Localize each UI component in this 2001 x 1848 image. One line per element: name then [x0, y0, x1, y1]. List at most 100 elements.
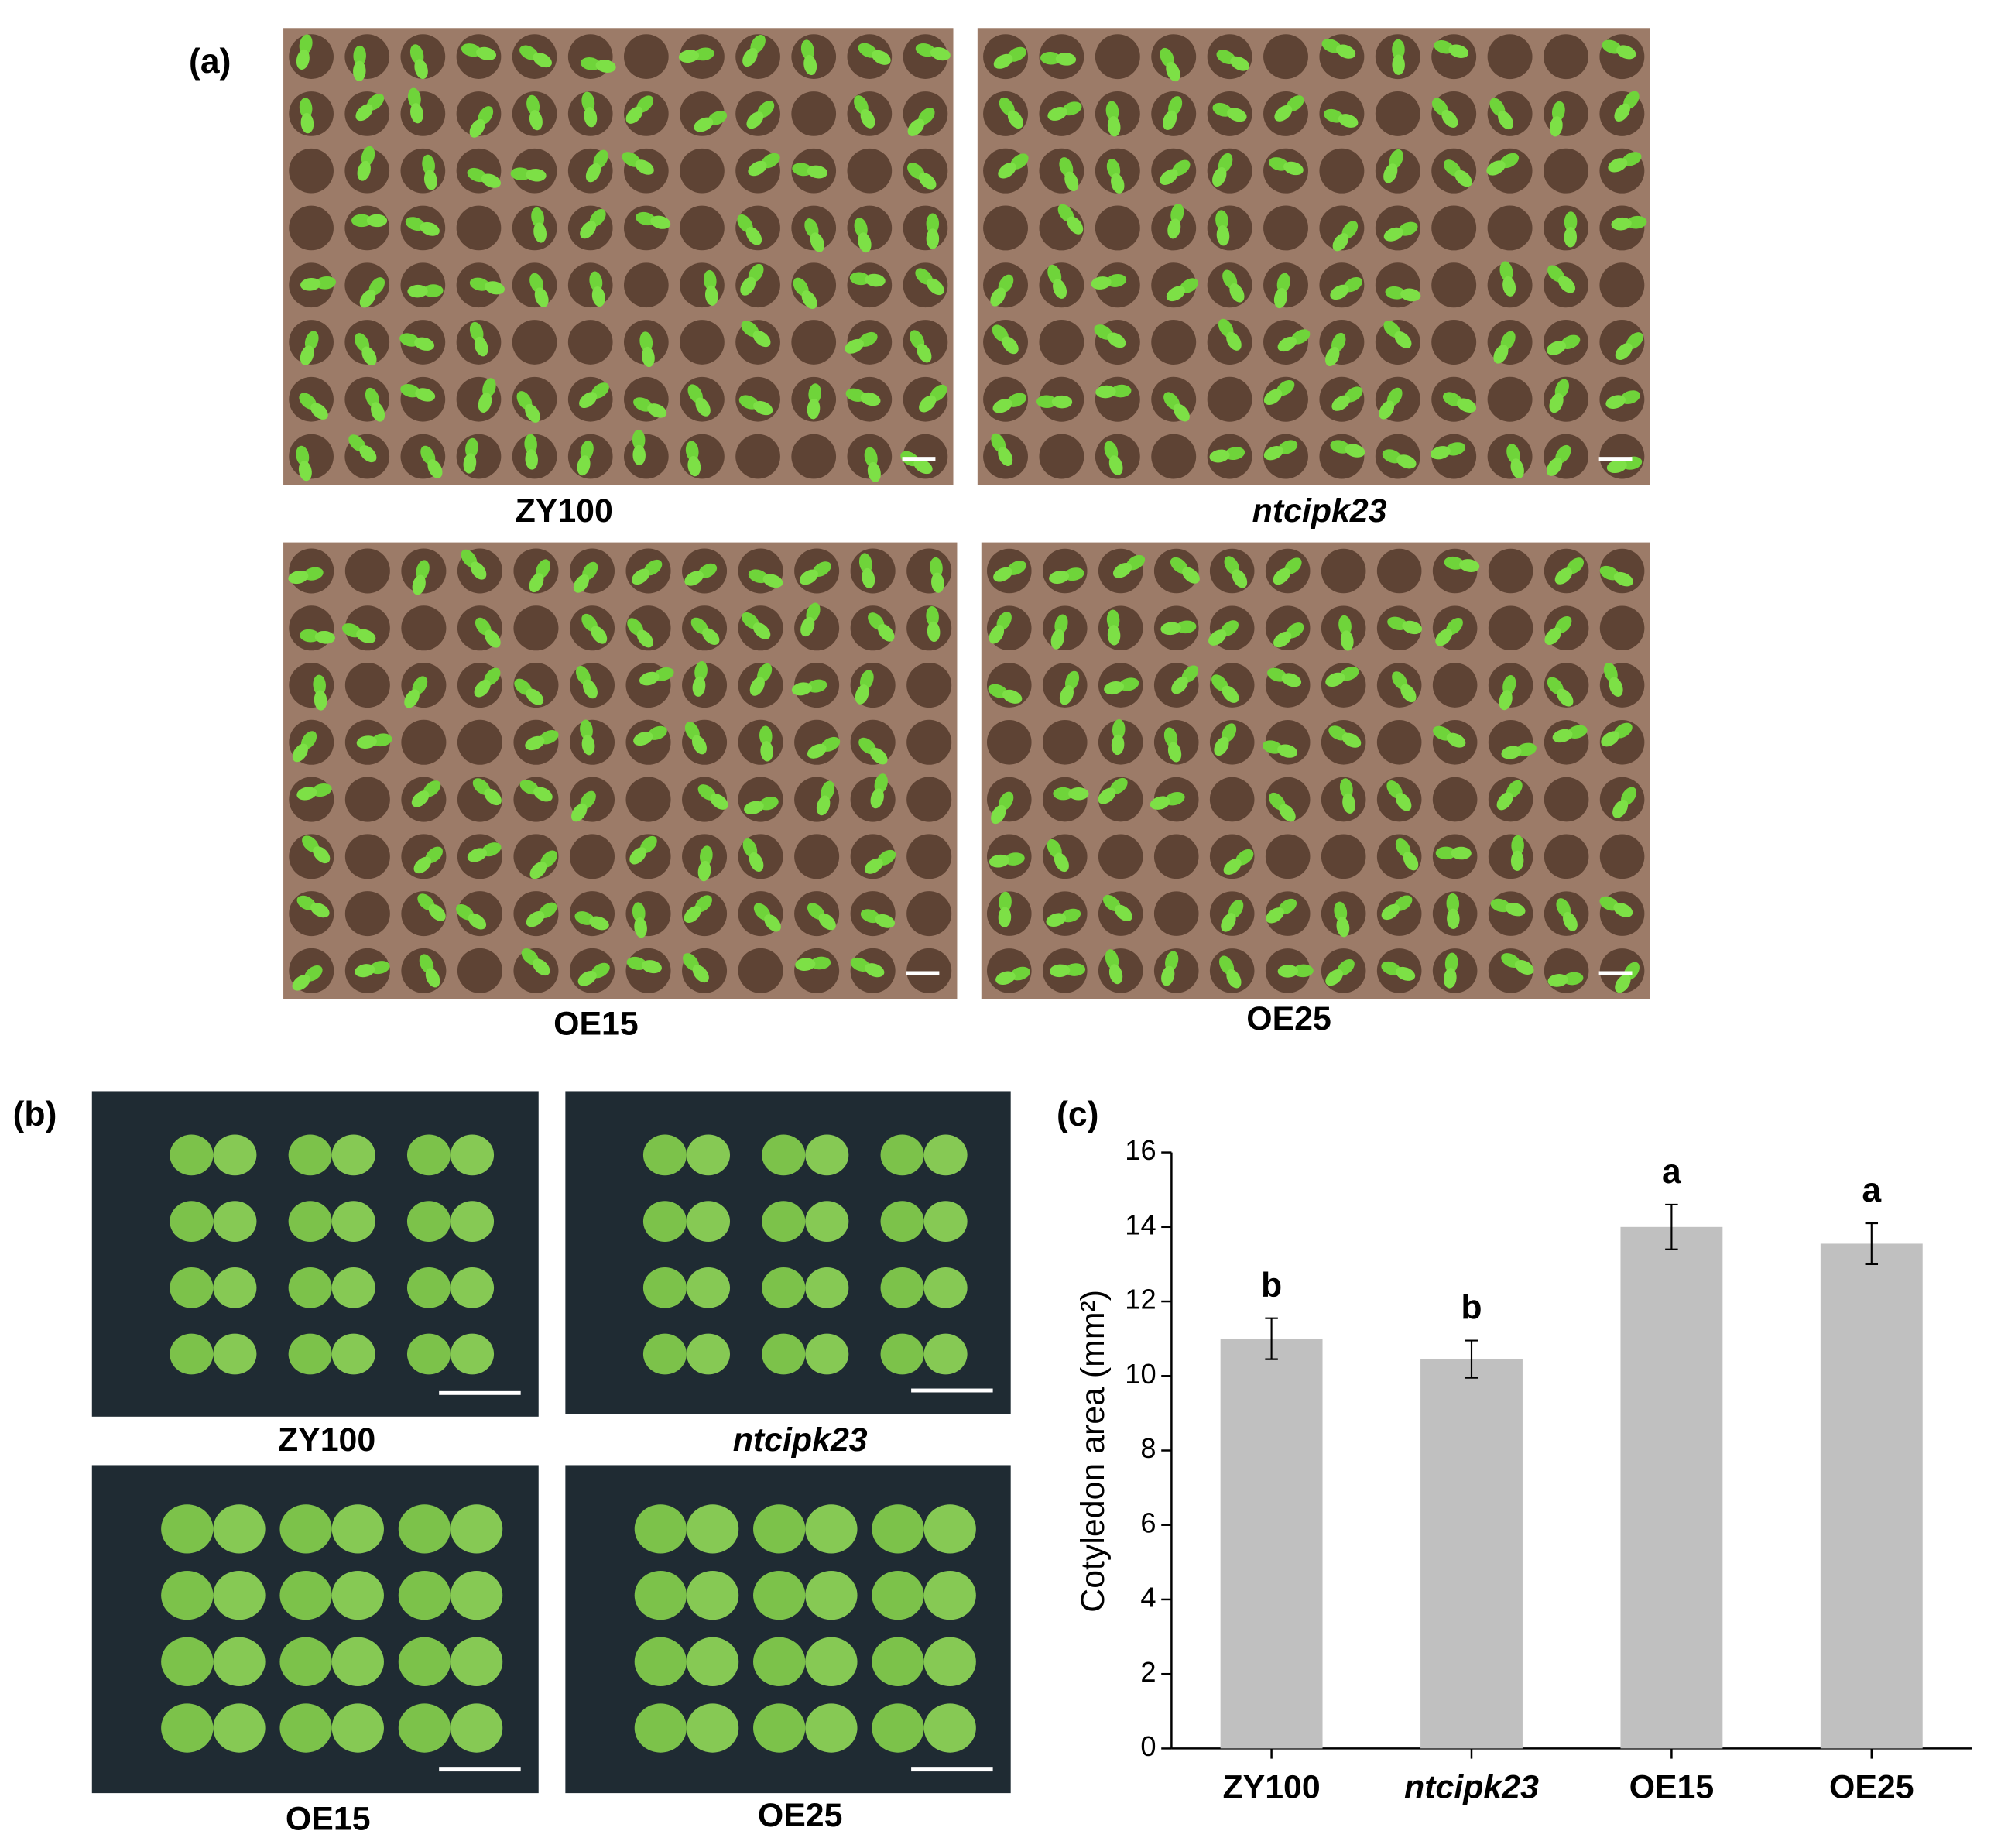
- seedling: [1514, 960, 1534, 975]
- soil-cell: [623, 434, 669, 479]
- soil-cell: [1599, 948, 1645, 993]
- significance-letter: a: [1862, 1171, 1882, 1209]
- seedling: [296, 49, 310, 70]
- seedling: [1277, 744, 1297, 758]
- seedling: [1107, 116, 1121, 137]
- seedling: [299, 98, 313, 118]
- seedling: [510, 167, 531, 180]
- seedling: [355, 104, 373, 122]
- seedling: [463, 453, 477, 474]
- seedling: [1055, 53, 1077, 66]
- seedling: [1454, 170, 1472, 187]
- seedling: [529, 861, 547, 879]
- soil-cell: [1209, 663, 1255, 708]
- seedling: [526, 94, 540, 115]
- seedling: [1266, 907, 1284, 924]
- seedling: [626, 956, 647, 970]
- caption: ZY100: [516, 492, 613, 530]
- seedling: [678, 50, 700, 63]
- seedling: [525, 449, 538, 470]
- cotyledon: [406, 1267, 451, 1308]
- seedling: [534, 287, 549, 307]
- soil-cell: [794, 948, 840, 993]
- seedling: [372, 733, 392, 747]
- seedling: [639, 331, 653, 352]
- seedling: [1563, 911, 1578, 931]
- soil-cell: [906, 719, 952, 765]
- soil-cell: [1488, 834, 1533, 879]
- soil-cell: [344, 205, 390, 251]
- cotyledon: [451, 1703, 503, 1753]
- seedling: [1111, 384, 1132, 398]
- seedling: [470, 561, 487, 580]
- soil-cell: [289, 777, 334, 822]
- seedling: [465, 437, 478, 458]
- seedling: [1457, 398, 1477, 413]
- cotyledon: [406, 1333, 451, 1375]
- seedling: [1546, 458, 1563, 476]
- seedling: [1036, 395, 1057, 409]
- seedling: [1615, 974, 1631, 993]
- cotyledon: [753, 1570, 806, 1620]
- seedling: [1224, 447, 1245, 461]
- seedling: [749, 677, 765, 696]
- seedling: [1547, 974, 1568, 987]
- seedling: [292, 743, 308, 763]
- cotyledon: [686, 1134, 731, 1176]
- soil-cell: [457, 891, 502, 937]
- seedling: [1601, 731, 1620, 747]
- soil-cell: [906, 663, 952, 708]
- seedling: [875, 914, 896, 928]
- seedling: [818, 913, 836, 931]
- seedling: [1546, 341, 1567, 355]
- seedling: [1435, 846, 1457, 860]
- seedling: [692, 965, 709, 983]
- cotyledon: [805, 1333, 849, 1375]
- seedling: [625, 106, 643, 124]
- cotyledon: [451, 1267, 495, 1308]
- cotyledon: [753, 1637, 806, 1686]
- soil-cell: [735, 262, 780, 308]
- cotyledon: [288, 1134, 332, 1176]
- soil-cell: [986, 720, 1032, 765]
- seedling: [1112, 719, 1126, 740]
- seedling: [1340, 630, 1354, 651]
- seedling: [371, 402, 385, 422]
- seedling: [1166, 286, 1185, 302]
- soil-cell: [906, 948, 952, 993]
- seedling: [1098, 787, 1116, 804]
- soil-cell: [791, 434, 837, 479]
- seedling: [694, 660, 708, 682]
- soil-cell: [903, 434, 948, 479]
- seedling: [1263, 446, 1283, 461]
- seedling: [474, 679, 491, 698]
- seedling: [571, 803, 588, 822]
- seedling: [407, 87, 421, 108]
- seedling: [423, 284, 444, 297]
- soil-cell: [1488, 948, 1533, 993]
- soil-cell: [457, 777, 502, 822]
- seedling: [1105, 274, 1127, 287]
- cotyledon: [213, 1267, 257, 1308]
- seedling: [990, 287, 1006, 307]
- plate-photo: [565, 1465, 1011, 1794]
- seedling: [481, 173, 501, 188]
- seedling: [577, 970, 597, 986]
- cotyledon: [805, 1201, 849, 1242]
- seedling: [577, 455, 591, 476]
- tray-photo: [283, 28, 954, 485]
- seedling: [742, 47, 758, 67]
- seedling: [1293, 964, 1314, 978]
- seedling: [414, 337, 435, 351]
- seedling: [1339, 778, 1353, 799]
- soil-cell: [903, 34, 948, 79]
- seedling: [467, 848, 488, 862]
- y-tick-label: 8: [1140, 1432, 1156, 1464]
- soil-cell: [344, 891, 390, 937]
- seedling: [1615, 343, 1633, 361]
- tray: [977, 28, 1650, 485]
- seedling: [589, 916, 609, 931]
- seedling: [865, 963, 885, 978]
- seedling: [807, 399, 821, 420]
- cotyledon: [398, 1504, 451, 1554]
